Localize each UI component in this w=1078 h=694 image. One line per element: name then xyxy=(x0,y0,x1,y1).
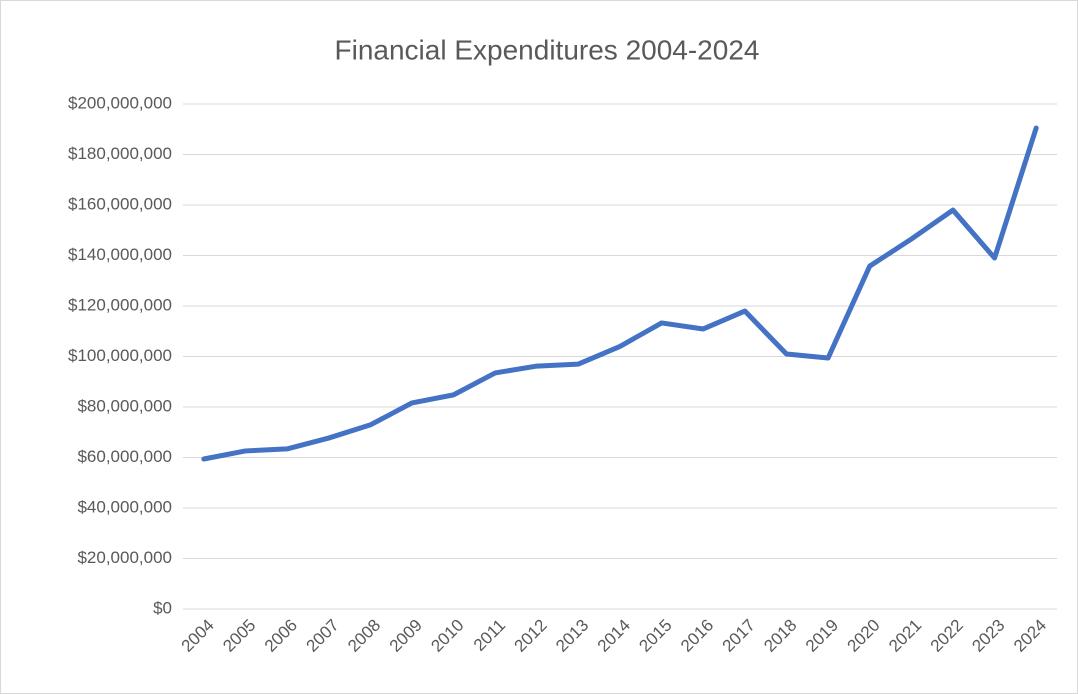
y-tick-label: $20,000,000 xyxy=(77,548,172,567)
y-tick-label: $0 xyxy=(153,598,172,617)
y-tick-label: $100,000,000 xyxy=(68,346,172,365)
data-line xyxy=(201,125,1039,462)
y-tick-label: $60,000,000 xyxy=(77,447,172,466)
chart-title: Financial Expenditures 2004-2024 xyxy=(335,34,760,65)
y-tick-label: $140,000,000 xyxy=(68,245,172,264)
y-tick-label: $80,000,000 xyxy=(77,396,172,415)
y-tick-label: $120,000,000 xyxy=(68,295,172,314)
y-tick-label: $200,000,000 xyxy=(68,93,172,112)
y-tick-label: $180,000,000 xyxy=(68,144,172,163)
y-tick-label: $40,000,000 xyxy=(77,497,172,516)
y-tick-label: $160,000,000 xyxy=(68,194,172,213)
